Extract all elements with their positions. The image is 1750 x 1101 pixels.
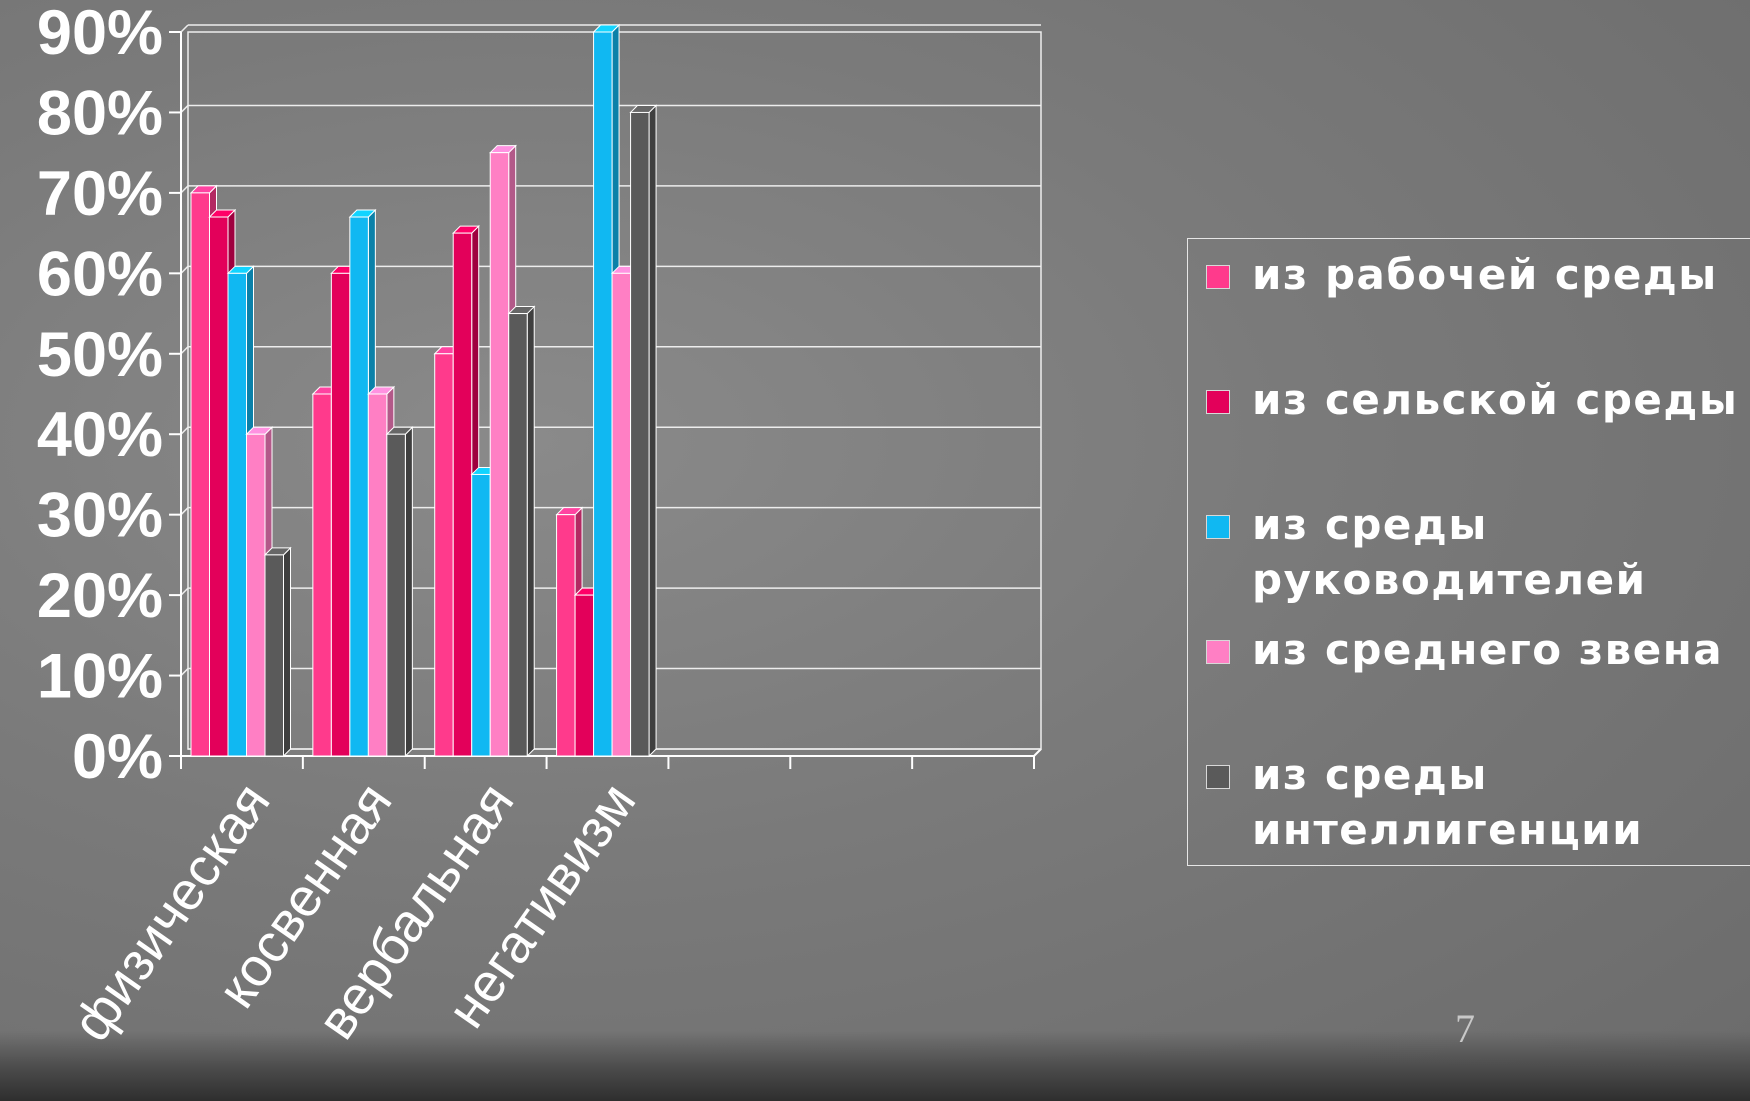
bar-front	[593, 31, 613, 757]
y-tick-label: 90%	[37, 0, 163, 68]
gridline-depth	[180, 507, 189, 516]
y-tick-label: 40%	[37, 400, 163, 470]
bar-side	[283, 546, 291, 758]
bar	[385, 426, 414, 758]
x-axis-depth	[1033, 748, 1042, 757]
legend-swatch	[1206, 640, 1230, 664]
bar-front	[556, 514, 576, 757]
bar-front	[489, 152, 510, 757]
y-tick-label: 80%	[37, 78, 163, 148]
legend-swatch	[1206, 265, 1230, 289]
legend-swatch	[1206, 390, 1230, 414]
gridline-depth	[180, 426, 189, 435]
bar-front	[508, 313, 528, 757]
legend-item: из сельской среды	[1206, 372, 1750, 427]
legend-item: из среднего звена	[1206, 622, 1750, 677]
y-tick-label: 10%	[37, 642, 163, 712]
bar-front	[452, 232, 473, 757]
bar-front	[434, 353, 454, 757]
bars	[189, 23, 658, 758]
y-tick-label: 0%	[72, 722, 163, 792]
legend-label: из рабочей среды	[1252, 250, 1718, 299]
bar-front	[190, 192, 210, 757]
bar-front	[330, 272, 351, 757]
y-tick-label: 20%	[37, 561, 163, 631]
bar-front	[386, 433, 406, 757]
y-tick-label: 60%	[37, 239, 163, 309]
gridline-depth	[180, 346, 189, 355]
bar-side	[648, 104, 657, 758]
y-tick-labels: 0% 10% 20% 30% 40% 50% 60% 70% 80% 90%	[37, 0, 163, 792]
gridline-depth	[180, 265, 189, 274]
legend-swatch	[1206, 765, 1230, 789]
bar	[507, 305, 536, 758]
y-tick-label: 30%	[37, 481, 163, 551]
bar-front	[312, 393, 332, 757]
bar-front	[209, 216, 229, 757]
legend-item: из рабочей среды	[1206, 247, 1750, 302]
legend-label: из сельской среды	[1252, 375, 1739, 424]
bar-side	[404, 426, 413, 758]
bar-front	[630, 111, 650, 757]
legend-item: из среды руководителей	[1206, 497, 1750, 607]
bar	[263, 546, 292, 758]
bar-front	[264, 554, 284, 757]
bar-front	[471, 473, 491, 757]
legend-item: из среды интеллигенции	[1206, 747, 1750, 857]
bar-front	[227, 272, 247, 757]
y-tick-label: 70%	[37, 159, 163, 229]
page-number: 7	[1455, 1006, 1475, 1051]
torn-paper-edge	[0, 1031, 1750, 1101]
y-tick-label: 50%	[37, 320, 163, 390]
bar-front	[367, 393, 388, 757]
legend-label: из среднего звена	[1252, 625, 1724, 674]
legend-label: из среды интеллигенции	[1252, 750, 1644, 854]
legend-swatch	[1206, 515, 1230, 539]
gridline-depth	[180, 668, 189, 677]
bar-front	[349, 216, 369, 757]
bar	[629, 104, 658, 758]
legend: из рабочей среды из сельской среды из сред…	[1187, 238, 1750, 866]
gridline-depth	[180, 587, 189, 596]
bar-front	[246, 433, 266, 757]
gridline-depth	[180, 24, 189, 33]
gridline-depth	[180, 104, 189, 113]
gridline-depth	[180, 185, 189, 194]
bar-front	[574, 594, 595, 757]
legend-label: из среды руководителей	[1252, 500, 1647, 604]
bar-front	[611, 272, 632, 757]
bar-side	[526, 305, 535, 758]
